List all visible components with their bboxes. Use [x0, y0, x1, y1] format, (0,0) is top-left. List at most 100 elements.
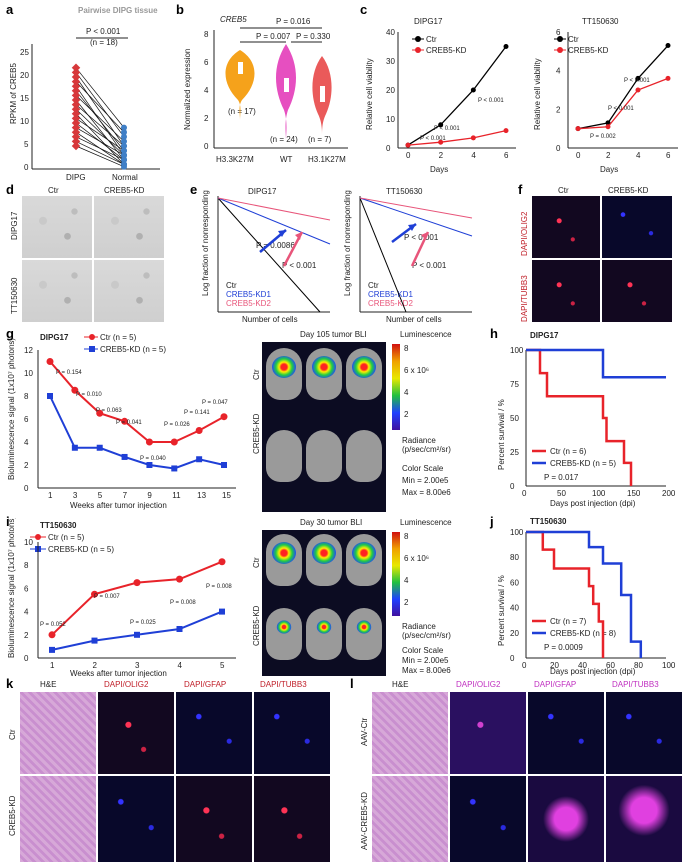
- h-chart: 0 50 100 150 200 0 25 50 75 100: [510, 346, 676, 498]
- i-ytick: 0: [24, 654, 29, 663]
- j-pval: P = 0.0009: [544, 643, 583, 652]
- c-chart-dipg17: 0 2 4 6 0 10 20 30 40 P < 0.001 P < 0.001 P < 0.001: [386, 28, 516, 160]
- c-pval: P < 0.001: [434, 126, 460, 132]
- a-ytick: 25: [20, 48, 29, 57]
- l-image-olig2-kd: [450, 776, 526, 862]
- c-point: [665, 75, 671, 81]
- a-pair-line: [75, 145, 125, 168]
- a-point-dipg: [71, 114, 81, 123]
- e-pval: P < 0.001: [404, 233, 439, 242]
- e-xlabel: Number of cells: [242, 315, 298, 324]
- panel-letter-e: e: [190, 182, 198, 197]
- h-pval: P = 0.017: [544, 473, 579, 482]
- g-ytick: 0: [24, 484, 29, 493]
- c-xtick: 4: [636, 151, 641, 160]
- f-row-olig2: DAPI/OLIG2: [520, 211, 529, 256]
- h-title: DIPG17: [530, 331, 559, 340]
- c-ytick: 20: [386, 86, 395, 95]
- j-curve-ctr: [526, 530, 605, 658]
- i-chart: 1 2 3 4 5 0 2 4 6 8 10 P = 0.052 P = 0.007 P = 0.025 P…: [24, 538, 236, 670]
- i-ytick: 10: [24, 538, 33, 547]
- f-image-ctr-tubb3: [532, 260, 600, 322]
- l-image-tubb3-ctr: [606, 692, 682, 774]
- k-image-tubb3-kd: [254, 776, 330, 862]
- i-pval: P = 0.052: [40, 622, 66, 628]
- i-bli-title: Day 30 tumor BLI: [300, 518, 363, 527]
- c-ytick: 40: [386, 28, 395, 37]
- h-ytick: 0: [510, 482, 515, 491]
- a-ytick: 0: [24, 163, 29, 172]
- j-xtick: 100: [662, 661, 676, 670]
- b-violin-h33: [225, 50, 255, 120]
- c-pval: P < 0.001: [420, 136, 446, 142]
- c-point: [470, 135, 476, 141]
- i-xlabel: Weeks after tumor injection: [70, 669, 167, 678]
- g-point-kd: [146, 462, 153, 468]
- a-point-dipg: [71, 137, 81, 146]
- h-xtick: 100: [592, 489, 606, 498]
- e-legend-kd1: CREB5-KD1: [368, 290, 413, 299]
- b-ytick: 2: [204, 114, 209, 123]
- c-ytick: 4: [556, 67, 561, 76]
- c-xtick: 6: [504, 151, 509, 160]
- i-bli-row-kd: CREB5-KD: [252, 605, 261, 646]
- i-xtick: 3: [135, 661, 140, 670]
- panel-letter-g: g: [6, 326, 14, 341]
- g-xtick: 9: [147, 491, 152, 500]
- a-n: (n = 18): [90, 38, 118, 47]
- i-point-ctr: [218, 558, 226, 566]
- j-ytick: 40: [510, 604, 519, 613]
- c-point: [503, 128, 509, 134]
- c-ytick: 0: [556, 144, 561, 153]
- l-image-gfap-ctr: [528, 692, 604, 774]
- i-color-scale: [392, 532, 400, 616]
- g-scale-tick: 6 x 10⁶: [404, 366, 430, 375]
- c-legend-kd: CREB5-KD: [426, 46, 467, 55]
- a-title: Pairwise DIPG tissue: [78, 6, 158, 15]
- l-col-gfap: DAPI/GFAP: [534, 680, 577, 689]
- c-point: [665, 43, 671, 49]
- a-point-normal: [121, 163, 127, 170]
- g-pval: P = 0.026: [164, 422, 190, 428]
- d-row-tt150630: TT150630: [10, 277, 19, 314]
- g-ytick: 6: [24, 415, 29, 424]
- a-point-dipg: [71, 104, 81, 114]
- a-point-dipg: [71, 141, 81, 151]
- panel-letter-j: j: [490, 514, 494, 529]
- g-title: DIPG17: [40, 333, 69, 342]
- b-n: (n = 7): [308, 135, 332, 144]
- j-xtick: 20: [550, 661, 559, 670]
- i-point-ctr: [91, 590, 98, 598]
- b-group: WT: [280, 155, 293, 164]
- b-ytick: 0: [204, 142, 209, 151]
- c-pval: P = 0.002: [590, 134, 616, 140]
- i-legend-kd: CREB5-KD (n = 5): [48, 545, 114, 554]
- g-point-ctr: [46, 358, 54, 365]
- g-scale-info: Min = 2.00e5: [402, 476, 449, 485]
- i-xtick: 2: [93, 661, 98, 670]
- c-point: [605, 120, 611, 126]
- g-ytick: 2: [24, 461, 29, 470]
- i-pval: P = 0.007: [94, 594, 120, 600]
- g-point-ctr: [145, 438, 153, 446]
- e-ylabel: Log fraction of nonresponding: [343, 190, 352, 296]
- a-point-dipg: [71, 86, 81, 96]
- a-pair-line: [75, 141, 125, 165]
- i-point-kd: [49, 646, 55, 653]
- e-xlabel: Number of cells: [386, 315, 442, 324]
- h-ytick: 100: [510, 346, 524, 355]
- i-scale-info: Color Scale: [402, 646, 444, 655]
- k-col-gfap: DAPI/GFAP: [184, 680, 227, 689]
- a-pair-line: [75, 127, 125, 156]
- c-series-line: [577, 45, 669, 130]
- c-xlabel: Days: [430, 165, 448, 174]
- a-point-dipg: [71, 95, 81, 105]
- k-row-ctr: Ctr: [8, 729, 17, 740]
- j-ytick: 100: [510, 528, 524, 537]
- e-title-1: DIPG17: [248, 187, 277, 196]
- d-row-dipg17: DIPG17: [10, 211, 19, 240]
- c-xtick: 4: [471, 151, 476, 160]
- a-point-normal: [121, 156, 127, 163]
- e-legend-kd1: CREB5-KD1: [226, 290, 271, 299]
- a-point-normal: [121, 124, 127, 131]
